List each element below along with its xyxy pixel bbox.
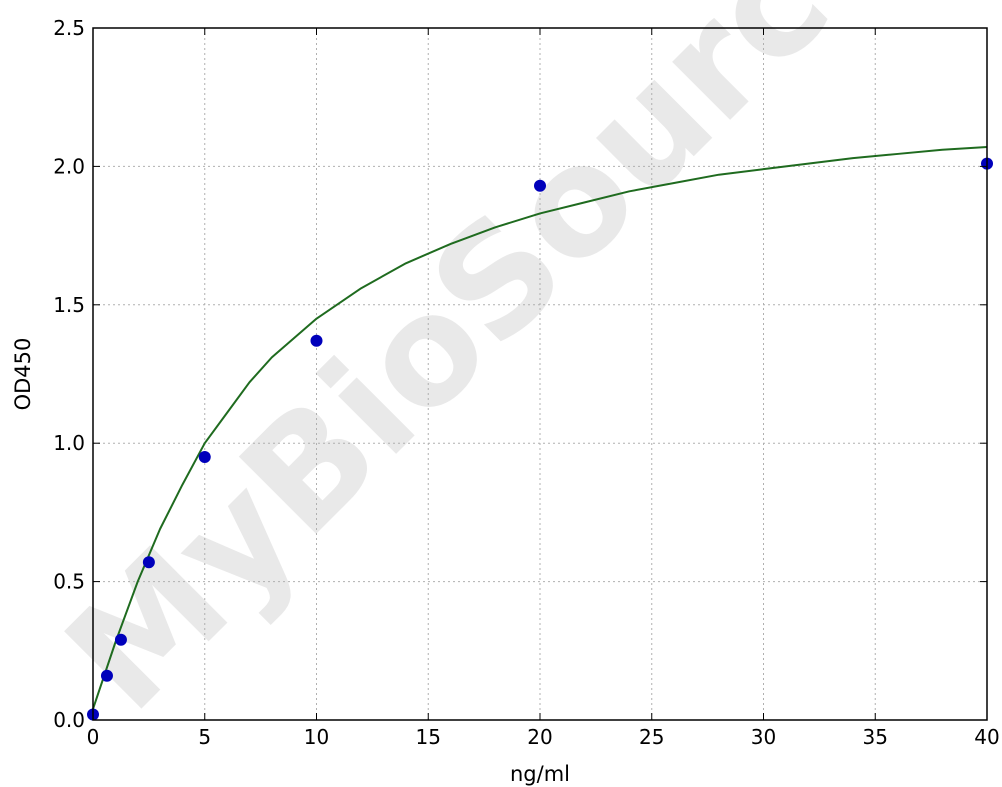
x-tick-label: 35 [863, 725, 888, 749]
y-tick-label: 2.0 [53, 154, 85, 178]
x-tick-label: 30 [751, 725, 776, 749]
data-point [198, 451, 211, 464]
y-tick-label: 1.5 [53, 293, 85, 317]
x-axis-label: ng/ml [510, 762, 570, 786]
data-point [114, 633, 127, 646]
watermark: MyBioSource [34, 0, 934, 744]
fit-curve [92, 146, 988, 710]
data-point [310, 334, 323, 347]
y-tick-label: 0.5 [53, 570, 85, 594]
x-tick-label: 5 [198, 725, 211, 749]
x-tick-label: 0 [87, 725, 100, 749]
data-point [142, 556, 155, 569]
data-point [100, 669, 113, 682]
x-tick-label: 20 [527, 725, 552, 749]
y-axis-label: OD450 [11, 338, 35, 411]
watermark-text: MyBioSource [34, 0, 934, 744]
y-tick-label: 2.5 [53, 16, 85, 40]
data-point [534, 179, 546, 192]
y-tick-label: 1.0 [53, 431, 85, 455]
fit-curve-layer [92, 146, 988, 710]
axes [92, 27, 988, 721]
x-tick-label: 40 [974, 725, 999, 749]
x-tick-label: 15 [416, 725, 441, 749]
y-tick-label: 0.0 [53, 708, 85, 732]
x-tick-label: 10 [304, 725, 329, 749]
tick-labels: 0 5 10 15 20 25 30 35 40 0.0 0.5 1.0 1.5 2.0 2.5 [53, 16, 1000, 749]
x-tick-label: 25 [639, 725, 664, 749]
data-points [87, 157, 993, 721]
